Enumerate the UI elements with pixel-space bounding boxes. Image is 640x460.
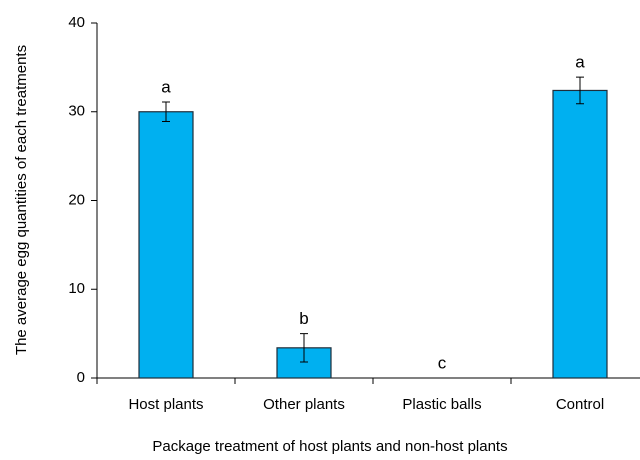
annotation: a — [161, 77, 171, 96]
x-tick-label: Other plants — [263, 396, 345, 413]
error-bar — [300, 333, 308, 363]
x-tick-label: Host plants — [128, 396, 203, 413]
bar — [276, 347, 332, 379]
x-axis-label: Package treatment of host plants and non… — [152, 438, 507, 455]
y-axis-label: The average egg quantities of each treat… — [13, 45, 30, 355]
y-tick-label: 10 — [68, 280, 85, 297]
annotation: a — [575, 53, 585, 72]
y-tick-label: 40 — [68, 14, 85, 31]
error-bar — [162, 101, 170, 123]
x-tick-label: Control — [556, 396, 604, 413]
y-tick-label: 30 — [68, 103, 85, 120]
annotation: b — [299, 309, 308, 328]
y-tick-label: 0 — [77, 369, 85, 386]
y-tick-label: 20 — [68, 191, 85, 208]
bar — [552, 89, 608, 379]
annotation: c — [438, 353, 447, 372]
x-tick-label: Plastic balls — [402, 396, 481, 413]
bar — [138, 111, 194, 379]
error-bar — [576, 76, 584, 105]
